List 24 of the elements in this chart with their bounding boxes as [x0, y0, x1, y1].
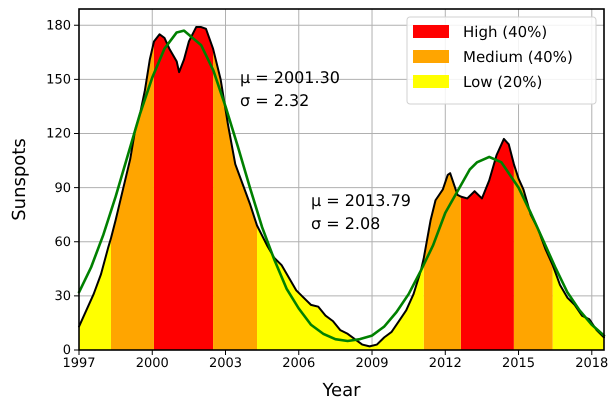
y-tick-label: 90 [54, 180, 71, 196]
annotation: σ = 2.08 [311, 214, 380, 233]
x-tick-label: 2018 [575, 356, 608, 372]
x-tick-label: 2003 [208, 356, 242, 372]
x-axis-title: Year [321, 380, 362, 401]
annotation: μ = 2013.79 [311, 191, 411, 210]
legend-label: Low (20%) [463, 73, 542, 91]
y-tick-label: 120 [46, 126, 71, 142]
x-tick-label: 1997 [62, 356, 96, 372]
annotation: σ = 2.32 [240, 91, 310, 110]
annotation: μ = 2001.30 [240, 68, 340, 87]
x-tick-label: 2006 [282, 356, 316, 372]
x-tick-label: 2012 [428, 356, 462, 372]
legend-label: Medium (40%) [463, 48, 573, 66]
x-tick-label: 2015 [502, 356, 536, 372]
y-axis-title: Sunspots [9, 138, 30, 221]
legend-label: High (40%) [463, 23, 548, 41]
x-tick-label: 2009 [355, 356, 389, 372]
y-tick-label: 60 [54, 234, 71, 250]
y-tick-label: 0 [62, 343, 71, 358]
y-tick-label: 180 [46, 18, 71, 34]
x-tick-label: 2000 [136, 356, 169, 372]
y-tick-label: 30 [54, 289, 71, 304]
y-tick-label: 150 [46, 72, 71, 88]
